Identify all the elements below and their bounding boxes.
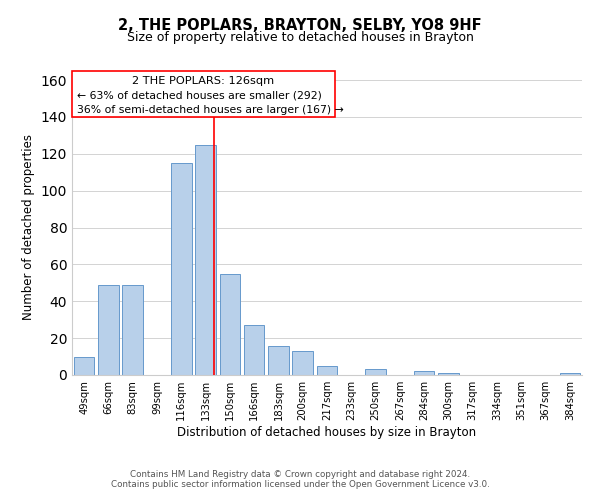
Text: 2 THE POPLARS: 126sqm: 2 THE POPLARS: 126sqm	[132, 76, 274, 86]
Text: 36% of semi-detached houses are larger (167) →: 36% of semi-detached houses are larger (…	[77, 105, 344, 115]
Bar	[244, 325, 265, 375]
Bar	[438, 373, 459, 375]
Text: Contains public sector information licensed under the Open Government Licence v3: Contains public sector information licen…	[110, 480, 490, 489]
FancyBboxPatch shape	[72, 71, 335, 117]
X-axis label: Distribution of detached houses by size in Brayton: Distribution of detached houses by size …	[178, 426, 476, 439]
Text: Size of property relative to detached houses in Brayton: Size of property relative to detached ho…	[127, 31, 473, 44]
Bar	[74, 356, 94, 375]
Bar	[195, 144, 216, 375]
Bar	[122, 284, 143, 375]
Bar	[171, 163, 191, 375]
Text: Contains HM Land Registry data © Crown copyright and database right 2024.: Contains HM Land Registry data © Crown c…	[130, 470, 470, 479]
Bar	[560, 373, 580, 375]
Bar	[98, 284, 119, 375]
Bar	[414, 372, 434, 375]
Bar	[268, 346, 289, 375]
Bar	[365, 370, 386, 375]
Y-axis label: Number of detached properties: Number of detached properties	[22, 134, 35, 320]
Bar	[292, 351, 313, 375]
Bar	[317, 366, 337, 375]
Text: ← 63% of detached houses are smaller (292): ← 63% of detached houses are smaller (29…	[77, 90, 322, 101]
Bar	[220, 274, 240, 375]
Text: 2, THE POPLARS, BRAYTON, SELBY, YO8 9HF: 2, THE POPLARS, BRAYTON, SELBY, YO8 9HF	[118, 18, 482, 32]
